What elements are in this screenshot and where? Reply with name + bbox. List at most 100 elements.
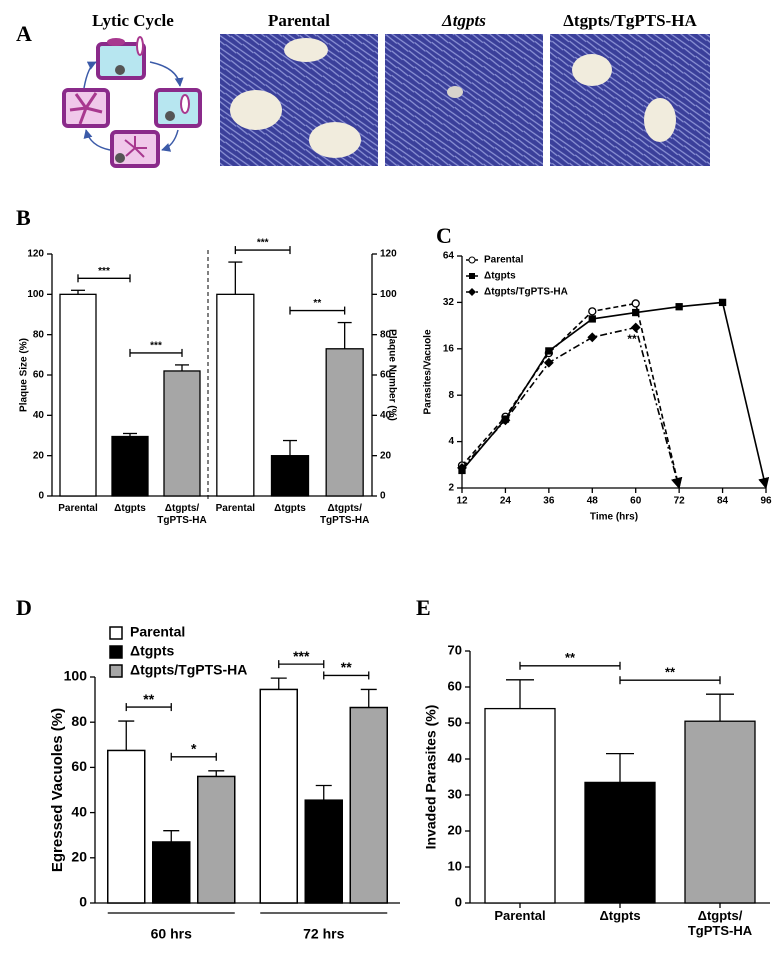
significance-label: ** bbox=[313, 298, 321, 309]
y-tick-label: 60 bbox=[448, 678, 462, 693]
point bbox=[545, 347, 553, 355]
image-title: Δtgpts/TgPTS-HA bbox=[563, 11, 697, 30]
y-tick-label: 0 bbox=[38, 491, 44, 502]
bar bbox=[584, 781, 656, 904]
x-tick-label: Δtgpts/TgPTS-HA bbox=[320, 503, 369, 526]
bar bbox=[59, 293, 97, 497]
y-tick-label: 0 bbox=[380, 491, 386, 502]
image-title: Δtgpts bbox=[441, 11, 486, 30]
x-tick-label: Parental bbox=[58, 503, 98, 514]
x-tick-label: 12 bbox=[456, 496, 468, 507]
x-tick-label: Parental bbox=[216, 503, 256, 514]
x-tick-label: Δtgpts bbox=[599, 908, 640, 923]
panel-label: C bbox=[436, 223, 452, 248]
point bbox=[630, 322, 641, 333]
y-tick-label: 16 bbox=[443, 343, 455, 354]
y-tick-label: 0 bbox=[455, 894, 462, 909]
y-tick-label: 80 bbox=[33, 329, 45, 340]
panel-label: D bbox=[16, 595, 32, 620]
panel-label: B bbox=[16, 205, 31, 230]
bar bbox=[197, 775, 236, 904]
x-tick-label: 24 bbox=[500, 496, 512, 507]
bar bbox=[270, 455, 310, 497]
significance-label: ** bbox=[665, 665, 676, 680]
y-tick-label: 80 bbox=[71, 713, 87, 729]
bar bbox=[163, 370, 201, 497]
significance-label: ** bbox=[627, 332, 637, 346]
y-axis-label: Plaque Number (%) bbox=[386, 329, 397, 421]
x-tick-label: Δtgpts/TgPTS-HA bbox=[688, 908, 753, 938]
bar bbox=[259, 688, 298, 904]
y-tick-label: 2 bbox=[448, 483, 454, 494]
panel-label: E bbox=[416, 595, 431, 620]
x-tick-label: Δtgpts bbox=[114, 503, 146, 514]
point bbox=[588, 307, 597, 316]
y-tick-label: 40 bbox=[33, 410, 45, 421]
bar bbox=[349, 706, 388, 904]
x-tick-label: 60 bbox=[630, 496, 642, 507]
series-line bbox=[461, 301, 770, 490]
y-axis-label: Invaded Parasites (%) bbox=[423, 705, 439, 850]
legend-swatch bbox=[109, 626, 123, 640]
significance-label: *** bbox=[293, 648, 310, 664]
y-tick-label: 0 bbox=[79, 894, 87, 910]
series-line bbox=[461, 302, 683, 490]
point bbox=[588, 315, 596, 323]
series-line bbox=[461, 326, 682, 490]
y-tick-label: 20 bbox=[71, 849, 87, 865]
y-tick-label: 40 bbox=[380, 410, 392, 421]
y-tick-label: 30 bbox=[448, 786, 462, 801]
bar bbox=[684, 720, 756, 904]
y-tick-label: 100 bbox=[64, 668, 88, 684]
micrograph bbox=[550, 34, 710, 166]
point bbox=[632, 308, 640, 317]
bar bbox=[216, 293, 255, 497]
point bbox=[500, 415, 511, 426]
x-tick-label: 36 bbox=[543, 496, 555, 507]
micrograph bbox=[220, 34, 378, 166]
y-tick-label: 80 bbox=[380, 329, 392, 340]
x-tick-label: 96 bbox=[760, 496, 772, 507]
bar bbox=[484, 707, 556, 904]
x-axis-label: Time (hrs) bbox=[590, 512, 638, 523]
y-axis-label: Plaque Size (%) bbox=[19, 338, 30, 412]
legend-marker bbox=[469, 273, 475, 279]
significance-label: ** bbox=[143, 691, 154, 707]
legend-marker bbox=[468, 288, 476, 296]
bar bbox=[107, 749, 146, 904]
bar bbox=[325, 348, 364, 497]
y-tick-label: 4 bbox=[448, 436, 454, 447]
panel-label: A bbox=[16, 21, 32, 46]
significance-label: ** bbox=[565, 650, 576, 665]
y-tick-label: 50 bbox=[448, 714, 462, 729]
lytic-cycle-diagram bbox=[62, 36, 202, 168]
point bbox=[718, 298, 727, 307]
y-tick-label: 32 bbox=[443, 297, 455, 308]
point bbox=[457, 462, 467, 473]
y-tick-label: 8 bbox=[448, 390, 454, 401]
x-tick-label: 48 bbox=[587, 496, 599, 507]
y-tick-label: 10 bbox=[448, 858, 462, 873]
legend-label: Parental bbox=[484, 255, 524, 266]
legend-swatch bbox=[109, 645, 123, 659]
legend-marker bbox=[468, 256, 476, 264]
x-tick-label: 60 hrs bbox=[151, 926, 192, 942]
y-tick-label: 100 bbox=[380, 289, 397, 300]
y-tick-label: 20 bbox=[448, 822, 462, 837]
y-tick-label: 120 bbox=[380, 249, 397, 260]
legend-label: Δtgpts bbox=[130, 643, 174, 659]
point bbox=[543, 357, 554, 368]
significance-label: * bbox=[191, 740, 197, 756]
point bbox=[587, 332, 598, 343]
legend-swatch bbox=[109, 664, 123, 678]
diagram-title: Lytic Cycle bbox=[92, 11, 174, 30]
y-tick-label: 120 bbox=[27, 249, 44, 260]
point bbox=[631, 299, 640, 308]
legend-label: Δtgpts/TgPTS-HA bbox=[484, 287, 568, 298]
y-tick-label: 100 bbox=[27, 289, 44, 300]
legend-label: Δtgpts/TgPTS-HA bbox=[130, 662, 247, 678]
x-tick-label: Δtgpts/TgPTS-HA bbox=[157, 503, 206, 526]
significance-label: *** bbox=[150, 341, 162, 352]
y-tick-label: 20 bbox=[380, 450, 392, 461]
legend-label: Parental bbox=[130, 624, 185, 640]
